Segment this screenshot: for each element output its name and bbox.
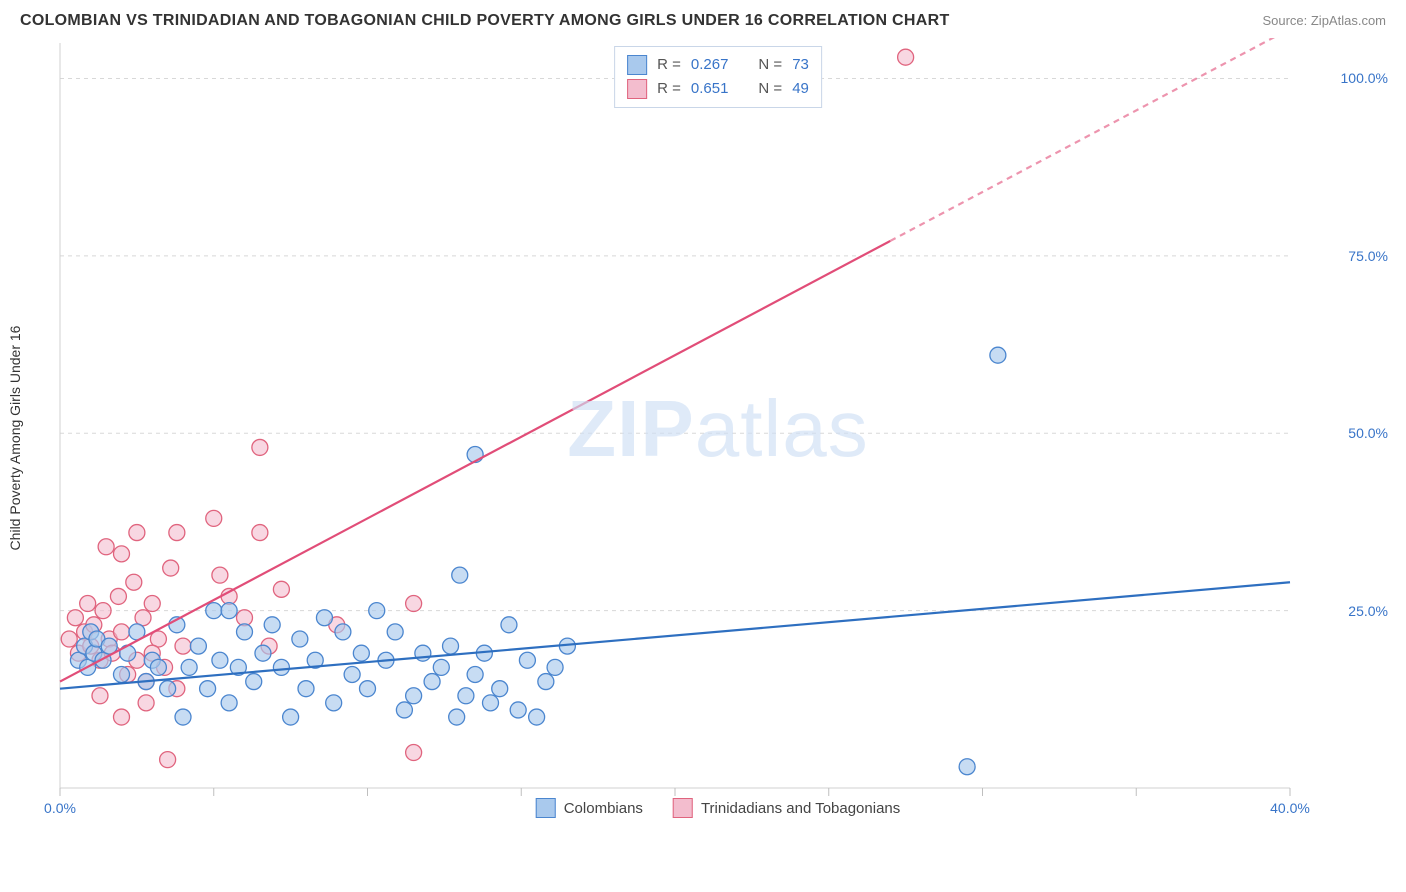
legend-swatch	[627, 55, 647, 75]
stat-n-value: 73	[792, 53, 809, 77]
stat-r-value: 0.267	[691, 53, 729, 77]
source-attribution: Source: ZipAtlas.com	[1262, 13, 1386, 28]
stats-row: R = 0.651 N = 49	[627, 77, 809, 101]
stats-legend: R = 0.267 N = 73 R = 0.651 N = 49	[614, 46, 822, 108]
y-tick-label: 50.0%	[1348, 425, 1388, 441]
stat-r-value: 0.651	[691, 77, 729, 101]
legend-label: Colombians	[564, 800, 643, 817]
x-tick-label: 0.0%	[44, 800, 76, 816]
stats-row: R = 0.267 N = 73	[627, 53, 809, 77]
plot-area: Child Poverty Among Girls Under 16 ZIPat…	[50, 38, 1386, 838]
title-bar: COLOMBIAN VS TRINIDADIAN AND TOBAGONIAN …	[0, 0, 1406, 38]
legend-item: Colombians	[536, 798, 643, 818]
legend-item: Trinidadians and Tobagonians	[673, 798, 900, 818]
y-tick-label: 75.0%	[1348, 248, 1388, 264]
stat-r-label: R =	[657, 77, 681, 101]
chart-title: COLOMBIAN VS TRINIDADIAN AND TOBAGONIAN …	[20, 12, 950, 30]
y-axis-label: Child Poverty Among Girls Under 16	[7, 326, 23, 551]
scatter-chart	[50, 38, 1370, 828]
x-tick-label: 40.0%	[1270, 800, 1310, 816]
series-legend: Colombians Trinidadians and Tobagonians	[536, 798, 901, 818]
y-tick-label: 25.0%	[1348, 603, 1388, 619]
stat-n-label: N =	[758, 77, 782, 101]
stat-r-label: R =	[657, 53, 681, 77]
y-tick-label: 100.0%	[1341, 70, 1388, 86]
legend-swatch	[536, 798, 556, 818]
legend-label: Trinidadians and Tobagonians	[701, 800, 900, 817]
stat-n-label: N =	[758, 53, 782, 77]
legend-swatch	[627, 79, 647, 99]
stat-n-value: 49	[792, 77, 809, 101]
legend-swatch	[673, 798, 693, 818]
